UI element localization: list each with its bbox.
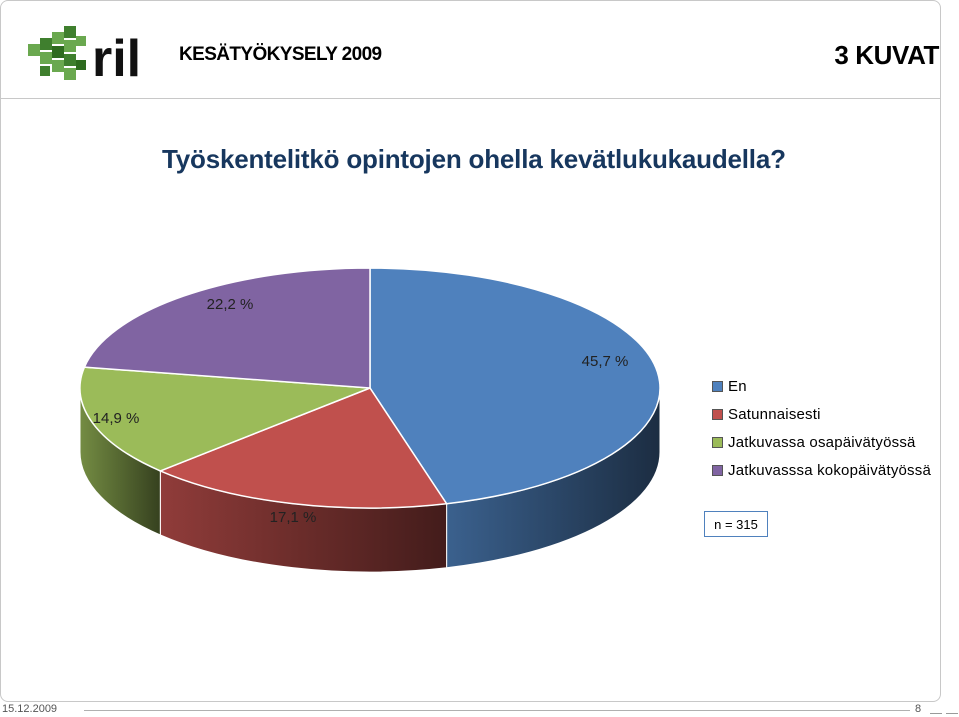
legend-item: Jatkuvassa osapäivätyössä (712, 428, 931, 456)
legend-label: Jatkuvassa osapäivätyössä (728, 433, 916, 451)
chart-legend: En Satunnaisesti Jatkuvassa osapäivätyös… (712, 372, 931, 484)
legend-item: Jatkuvasssa kokopäivätyössä (712, 456, 931, 484)
slice-osapaiva (79, 366, 371, 472)
legend-label: Satunnaisesti (728, 405, 821, 423)
footer-divider (84, 710, 910, 711)
slice-kokopaiva (83, 267, 371, 389)
slide-frame (0, 0, 941, 702)
chart-title: Työskentelitkö opintojen ohella kevätluk… (162, 144, 786, 174)
logo-cubes-icon (28, 26, 86, 80)
legend-swatch-kokopaiva (712, 464, 723, 476)
logo-wordmark: ril (92, 30, 141, 88)
section-title: 3 KUVAT (834, 40, 939, 70)
legend-label: Jatkuvasssa kokopäivätyössä (728, 461, 932, 479)
footer-dash (946, 713, 958, 714)
data-label-satunnaisesti: 17,1 % (270, 509, 317, 526)
sample-size-note: n = 315 (704, 511, 768, 537)
data-label-en: 45,7 % (582, 353, 629, 370)
legend-swatch-osapaiva (712, 436, 723, 448)
header-divider (0, 98, 941, 99)
legend-item: Satunnaisesti (712, 400, 931, 428)
ril-logo: ril (28, 26, 141, 88)
data-label-kokopaiva: 22,2 % (207, 296, 254, 313)
data-label-osapaiva: 14,9 % (93, 410, 140, 427)
legend-swatch-satunnaisesti (712, 408, 723, 420)
footer-dash (930, 713, 942, 714)
survey-title: KESÄTYÖKYSELY 2009 (179, 44, 382, 65)
footer-page-number: 8 (915, 703, 922, 715)
legend-item: En (712, 372, 931, 400)
legend-swatch-en (712, 380, 723, 392)
slice-en (369, 267, 661, 505)
footer-date: 15.12.2009 (2, 703, 58, 715)
legend-label: En (728, 377, 747, 395)
slice-satunnaisesti (158, 387, 448, 509)
